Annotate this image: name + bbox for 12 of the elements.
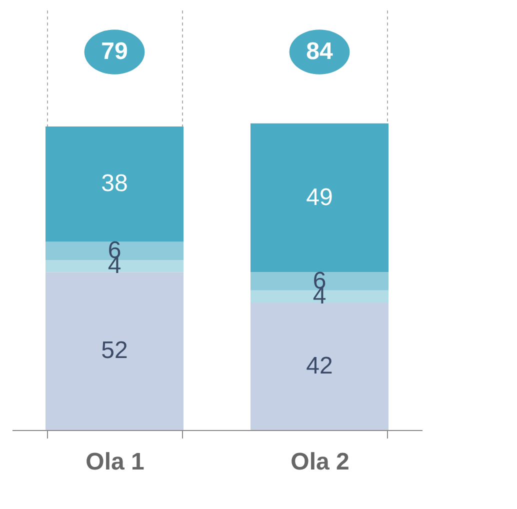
data-label: 42 bbox=[306, 352, 333, 380]
data-label: 52 bbox=[101, 337, 128, 364]
bar bbox=[250, 302, 388, 430]
data-label: 38 bbox=[101, 170, 128, 198]
bar bbox=[46, 272, 184, 430]
data-label: 49 bbox=[306, 184, 333, 211]
x-tick-label: Ola 1 bbox=[86, 448, 144, 476]
x-tick-label: Ola 2 bbox=[290, 448, 350, 476]
text: 84 bbox=[306, 38, 334, 65]
bar bbox=[250, 123, 388, 272]
text: 79 bbox=[101, 38, 128, 65]
bar bbox=[46, 126, 184, 242]
